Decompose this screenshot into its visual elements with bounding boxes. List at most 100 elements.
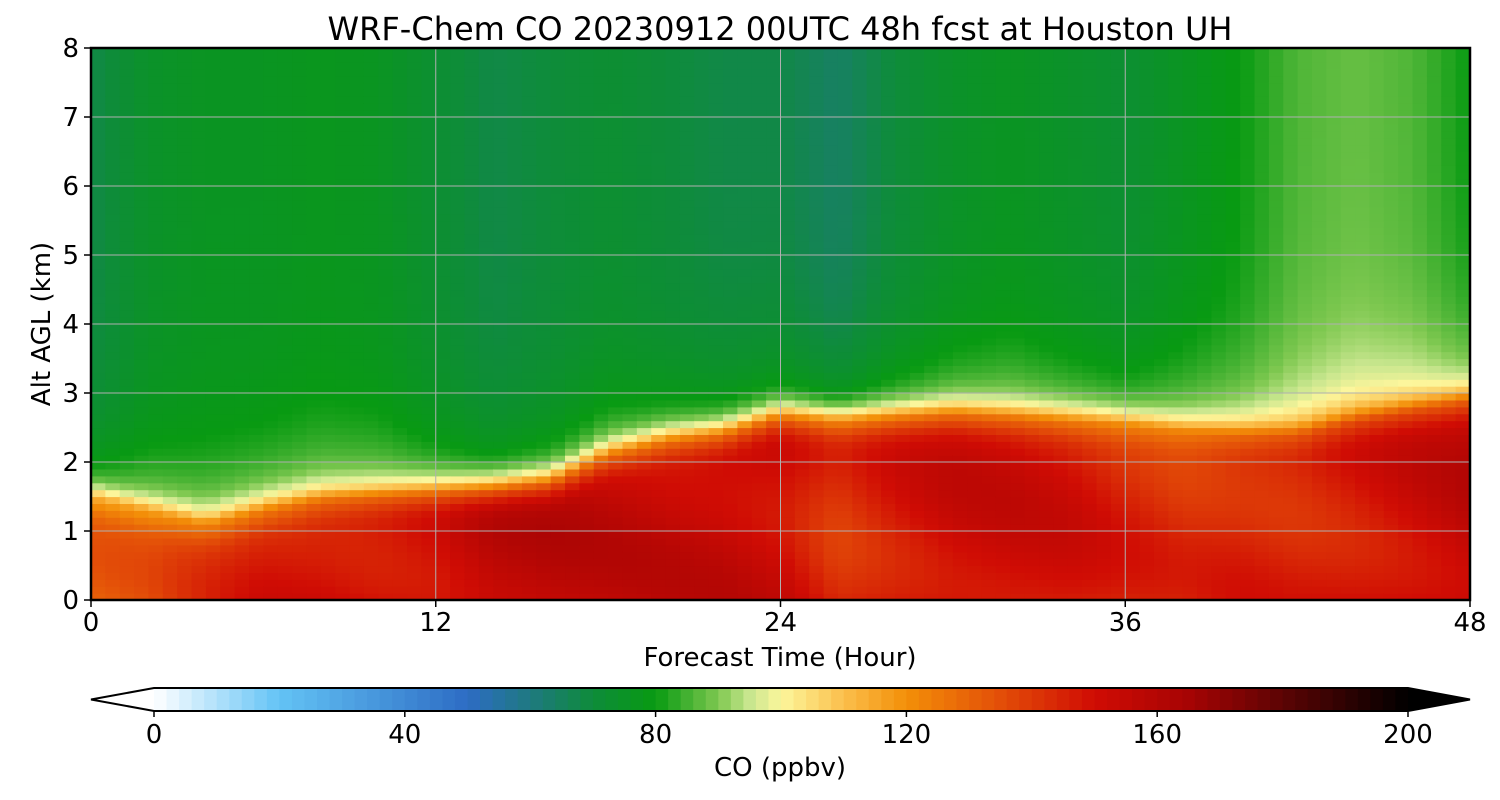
- heatmap-cell: [464, 413, 480, 422]
- heatmap-cell: [881, 54, 897, 63]
- heatmap-cell: [435, 524, 451, 532]
- heatmap-cell: [249, 337, 264, 346]
- heatmap-cell: [665, 206, 681, 215]
- heatmap-cell: [536, 172, 552, 180]
- heatmap-cell: [651, 172, 667, 180]
- heatmap-cell: [924, 441, 940, 449]
- heatmap-cell: [91, 206, 106, 215]
- heatmap-cell: [220, 434, 236, 442]
- heatmap-cell: [335, 137, 351, 146]
- heatmap-cell: [177, 330, 193, 339]
- heatmap-cell: [177, 303, 193, 311]
- heatmap-cell: [205, 137, 221, 146]
- heatmap-cell: [450, 137, 466, 146]
- heatmap-cell: [895, 123, 911, 132]
- heatmap-cell: [766, 448, 782, 456]
- heatmap-cell: [608, 558, 624, 567]
- heatmap-cell: [694, 296, 710, 304]
- heatmap-cell: [751, 593, 767, 601]
- heatmap-cell: [550, 54, 566, 63]
- heatmap-cell: [665, 462, 681, 470]
- heatmap-cell: [320, 503, 336, 511]
- heatmap-cell: [550, 123, 566, 132]
- heatmap-cell: [306, 289, 322, 297]
- heatmap-cell: [320, 165, 336, 173]
- heatmap-cell: [306, 303, 322, 311]
- heatmap-cell: [493, 261, 509, 270]
- heatmap-cell: [651, 482, 667, 491]
- heatmap-cell: [507, 558, 523, 567]
- heatmap-cell: [837, 558, 853, 567]
- heatmap-cell: [881, 448, 897, 456]
- heatmap-cell: [349, 255, 365, 263]
- heatmap-cell: [579, 324, 595, 332]
- heatmap-cell: [220, 241, 236, 249]
- heatmap-cell: [737, 468, 753, 477]
- heatmap-cell: [521, 172, 537, 180]
- heatmap-cell: [421, 296, 437, 304]
- heatmap-cell: [335, 296, 351, 304]
- heatmap-cell: [162, 462, 178, 470]
- heatmap-cell: [938, 482, 954, 491]
- heatmap-cell: [435, 593, 451, 601]
- heatmap-cell: [464, 524, 480, 532]
- heatmap-cell: [292, 268, 308, 277]
- heatmap-cell: [723, 337, 738, 346]
- heatmap-cell: [320, 206, 336, 215]
- heatmap-cell: [981, 489, 997, 498]
- heatmap-cell: [162, 558, 178, 567]
- heatmap-cell: [967, 268, 983, 277]
- heatmap-cell: [565, 213, 580, 222]
- heatmap-cell: [694, 572, 710, 580]
- heatmap-cell: [981, 558, 997, 567]
- heatmap-cell: [507, 475, 523, 484]
- heatmap-cell: [435, 282, 451, 291]
- heatmap-cell: [249, 303, 264, 311]
- heatmap-cell: [335, 558, 351, 567]
- heatmap-cell: [550, 213, 566, 222]
- heatmap-cell: [895, 248, 911, 256]
- heatmap-cell: [148, 365, 164, 373]
- heatmap-cell: [852, 110, 868, 118]
- heatmap-cell: [421, 413, 437, 422]
- heatmap-cell: [593, 413, 609, 422]
- heatmap-cell: [421, 572, 437, 580]
- heatmap-cell: [363, 89, 379, 97]
- heatmap-cell: [909, 586, 925, 594]
- heatmap-cell: [493, 82, 509, 90]
- heatmap-cell: [550, 420, 566, 429]
- heatmap-cell: [177, 572, 193, 580]
- heatmap-cell: [694, 503, 710, 511]
- heatmap-cell: [909, 420, 925, 429]
- heatmap-cell: [134, 448, 150, 456]
- heatmap-cell: [536, 468, 552, 477]
- heatmap-cell: [636, 179, 652, 187]
- heatmap-cell: [679, 275, 695, 284]
- heatmap-cell: [450, 551, 466, 560]
- heatmap-cell: [952, 172, 968, 180]
- heatmap-cell: [608, 537, 624, 546]
- heatmap-cell: [349, 572, 365, 580]
- heatmap-cell: [895, 61, 911, 70]
- heatmap-cell: [593, 179, 609, 187]
- heatmap-cell: [234, 123, 250, 132]
- heatmap-cell: [737, 406, 753, 415]
- heatmap-cell: [392, 261, 408, 270]
- heatmap-cell: [105, 510, 121, 518]
- heatmap-cell: [162, 503, 178, 511]
- heatmap-cell: [177, 296, 193, 304]
- heatmap-cell: [679, 324, 695, 332]
- heatmap-cell: [665, 537, 681, 546]
- heatmap-cell: [234, 579, 250, 587]
- heatmap-cell: [363, 137, 379, 146]
- heatmap-cell: [205, 275, 221, 284]
- heatmap-cell: [320, 441, 336, 449]
- heatmap-cell: [593, 48, 609, 56]
- heatmap-cell: [565, 379, 580, 387]
- heatmap-cell: [335, 110, 351, 118]
- heatmap-cell: [837, 158, 853, 166]
- heatmap-cell: [909, 117, 925, 125]
- heatmap-cell: [766, 434, 782, 442]
- heatmap-cell: [349, 248, 365, 256]
- heatmap-cell: [392, 358, 408, 366]
